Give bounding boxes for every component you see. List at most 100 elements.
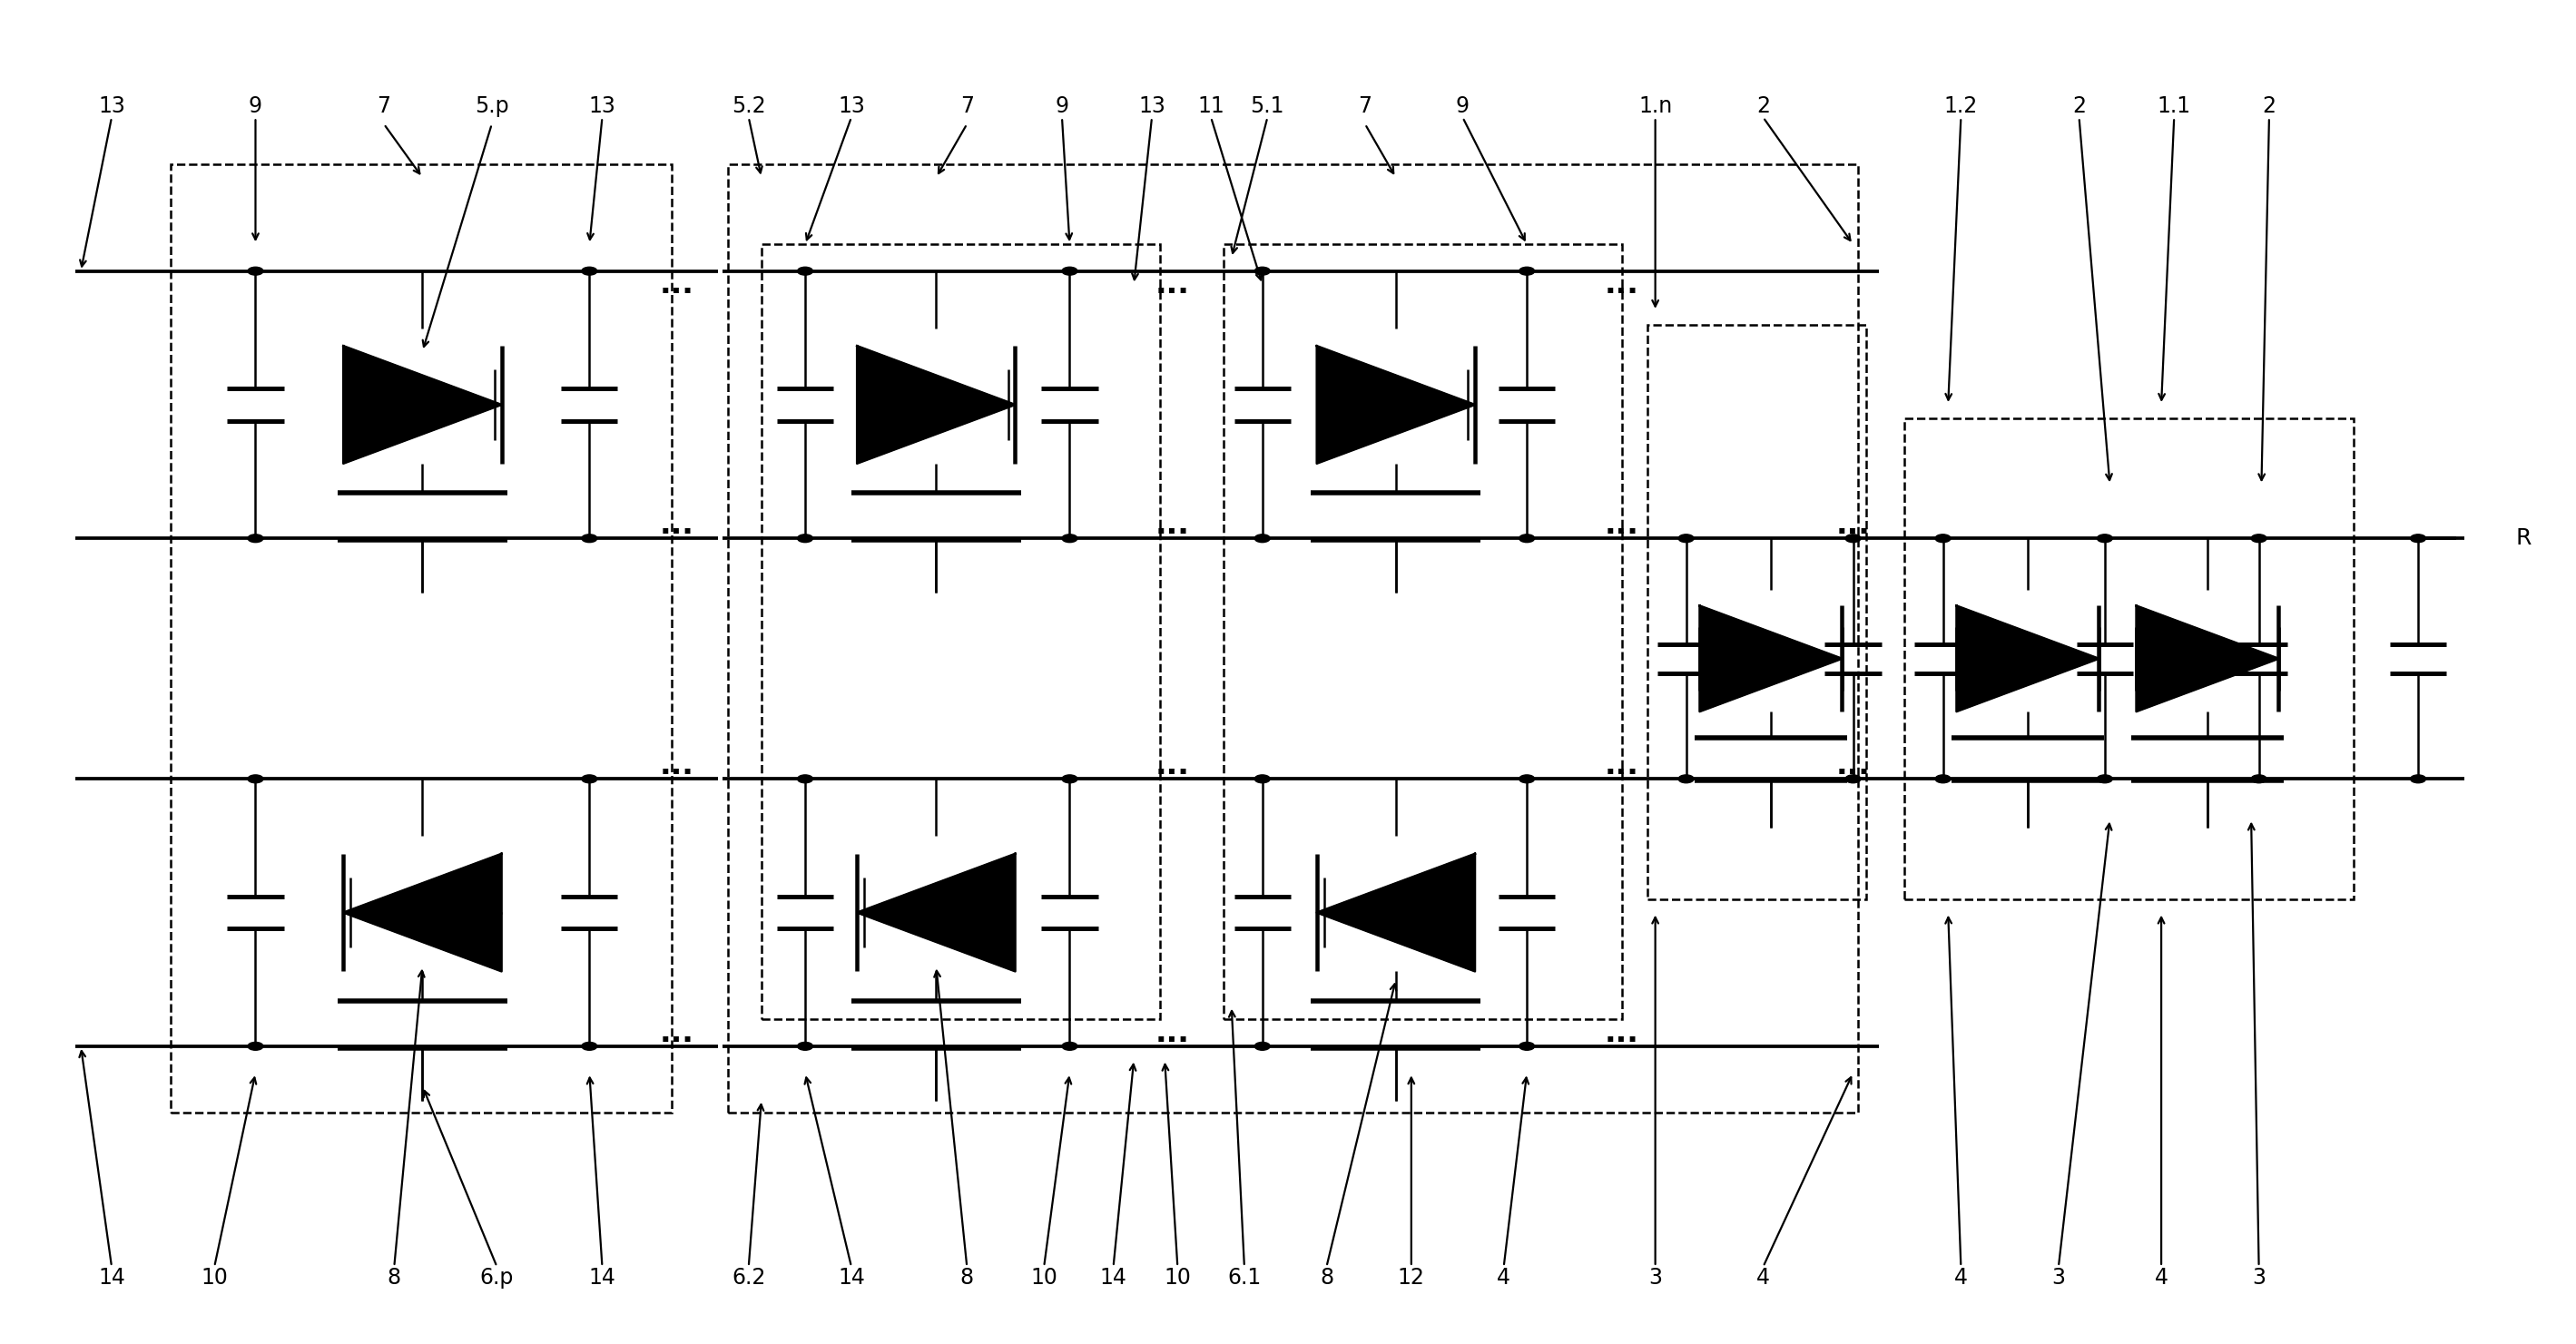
Polygon shape — [2136, 606, 2280, 711]
Text: ...: ... — [1605, 750, 1638, 781]
Text: ...: ... — [659, 509, 693, 540]
Text: 7: 7 — [961, 95, 974, 117]
Text: ...: ... — [1837, 750, 1870, 781]
Polygon shape — [1316, 345, 1476, 464]
Circle shape — [1061, 267, 1077, 276]
Text: ...: ... — [1154, 1017, 1190, 1048]
Bar — [1904, 418, 2354, 899]
Text: 13: 13 — [837, 95, 866, 117]
Text: ...: ... — [659, 269, 693, 300]
Bar — [170, 164, 672, 1113]
Polygon shape — [1700, 606, 1842, 711]
Polygon shape — [858, 345, 1015, 464]
Text: 9: 9 — [1056, 95, 1069, 117]
Text: 14: 14 — [590, 1266, 616, 1289]
Text: 4: 4 — [1757, 1266, 1770, 1289]
Circle shape — [1844, 535, 1860, 543]
Circle shape — [582, 775, 598, 784]
Circle shape — [247, 535, 263, 543]
Text: ...: ... — [1605, 1017, 1638, 1048]
Circle shape — [2097, 775, 2112, 784]
Text: 6.p: 6.p — [479, 1266, 513, 1289]
Text: 2: 2 — [1757, 95, 1770, 117]
Circle shape — [2251, 535, 2267, 543]
Bar — [1649, 324, 1865, 899]
Text: 1.1: 1.1 — [2156, 95, 2192, 117]
Text: 8: 8 — [386, 1266, 402, 1289]
Text: ...: ... — [1605, 269, 1638, 300]
Circle shape — [247, 267, 263, 276]
Text: ...: ... — [1154, 509, 1190, 540]
Polygon shape — [858, 853, 1015, 972]
Text: 3: 3 — [1649, 1266, 1662, 1289]
Text: 9: 9 — [250, 95, 263, 117]
Circle shape — [1061, 1042, 1077, 1050]
Circle shape — [1255, 775, 1270, 784]
Circle shape — [2411, 775, 2427, 784]
Text: ...: ... — [1837, 509, 1870, 540]
Circle shape — [2097, 535, 2112, 543]
Text: 8: 8 — [1319, 1266, 1334, 1289]
Text: 14: 14 — [837, 1266, 866, 1289]
Text: 5.2: 5.2 — [732, 95, 765, 117]
Text: 7: 7 — [376, 95, 392, 117]
Circle shape — [1255, 1042, 1270, 1050]
Circle shape — [1520, 1042, 1535, 1050]
Text: ...: ... — [1605, 509, 1638, 540]
Circle shape — [582, 1042, 598, 1050]
Circle shape — [799, 1042, 814, 1050]
Text: 3: 3 — [2050, 1266, 2066, 1289]
Text: 10: 10 — [201, 1266, 227, 1289]
Circle shape — [1520, 775, 1535, 784]
Text: 6.2: 6.2 — [732, 1266, 765, 1289]
Circle shape — [2411, 535, 2427, 543]
Polygon shape — [1316, 853, 1476, 972]
Text: ...: ... — [659, 750, 693, 781]
Circle shape — [799, 267, 814, 276]
Text: 13: 13 — [98, 95, 126, 117]
Circle shape — [799, 775, 814, 784]
Text: 6.1: 6.1 — [1226, 1266, 1262, 1289]
Circle shape — [1680, 535, 1695, 543]
Circle shape — [582, 535, 598, 543]
Text: 1.2: 1.2 — [1945, 95, 1978, 117]
Text: R: R — [2517, 527, 2532, 550]
Text: 11: 11 — [1198, 95, 1224, 117]
Text: 4: 4 — [1955, 1266, 1968, 1289]
Text: 4: 4 — [2154, 1266, 2169, 1289]
Circle shape — [1061, 775, 1077, 784]
Text: 5.p: 5.p — [474, 95, 510, 117]
Circle shape — [1680, 775, 1695, 784]
Circle shape — [247, 775, 263, 784]
Circle shape — [1520, 267, 1535, 276]
Text: 12: 12 — [1399, 1266, 1425, 1289]
Text: 10: 10 — [1030, 1266, 1059, 1289]
Text: 4: 4 — [1497, 1266, 1510, 1289]
Text: 10: 10 — [1164, 1266, 1190, 1289]
Text: ...: ... — [659, 1017, 693, 1048]
Circle shape — [1255, 267, 1270, 276]
Polygon shape — [343, 345, 502, 464]
Circle shape — [1520, 535, 1535, 543]
Text: 13: 13 — [590, 95, 616, 117]
Polygon shape — [343, 853, 502, 972]
Text: 14: 14 — [1100, 1266, 1126, 1289]
Bar — [1224, 245, 1623, 1020]
Text: 14: 14 — [98, 1266, 126, 1289]
Text: 9: 9 — [1455, 95, 1468, 117]
Text: 3: 3 — [2251, 1266, 2267, 1289]
Text: 2: 2 — [2071, 95, 2087, 117]
Circle shape — [1935, 775, 1950, 784]
Circle shape — [1935, 535, 1950, 543]
Circle shape — [247, 1042, 263, 1050]
Circle shape — [1061, 535, 1077, 543]
Circle shape — [2251, 775, 2267, 784]
Bar — [729, 164, 1857, 1113]
Circle shape — [582, 267, 598, 276]
Circle shape — [1255, 535, 1270, 543]
Bar — [762, 245, 1159, 1020]
Text: 5.1: 5.1 — [1249, 95, 1285, 117]
Text: 1.n: 1.n — [1638, 95, 1672, 117]
Polygon shape — [1958, 606, 2099, 711]
Text: 8: 8 — [961, 1266, 974, 1289]
